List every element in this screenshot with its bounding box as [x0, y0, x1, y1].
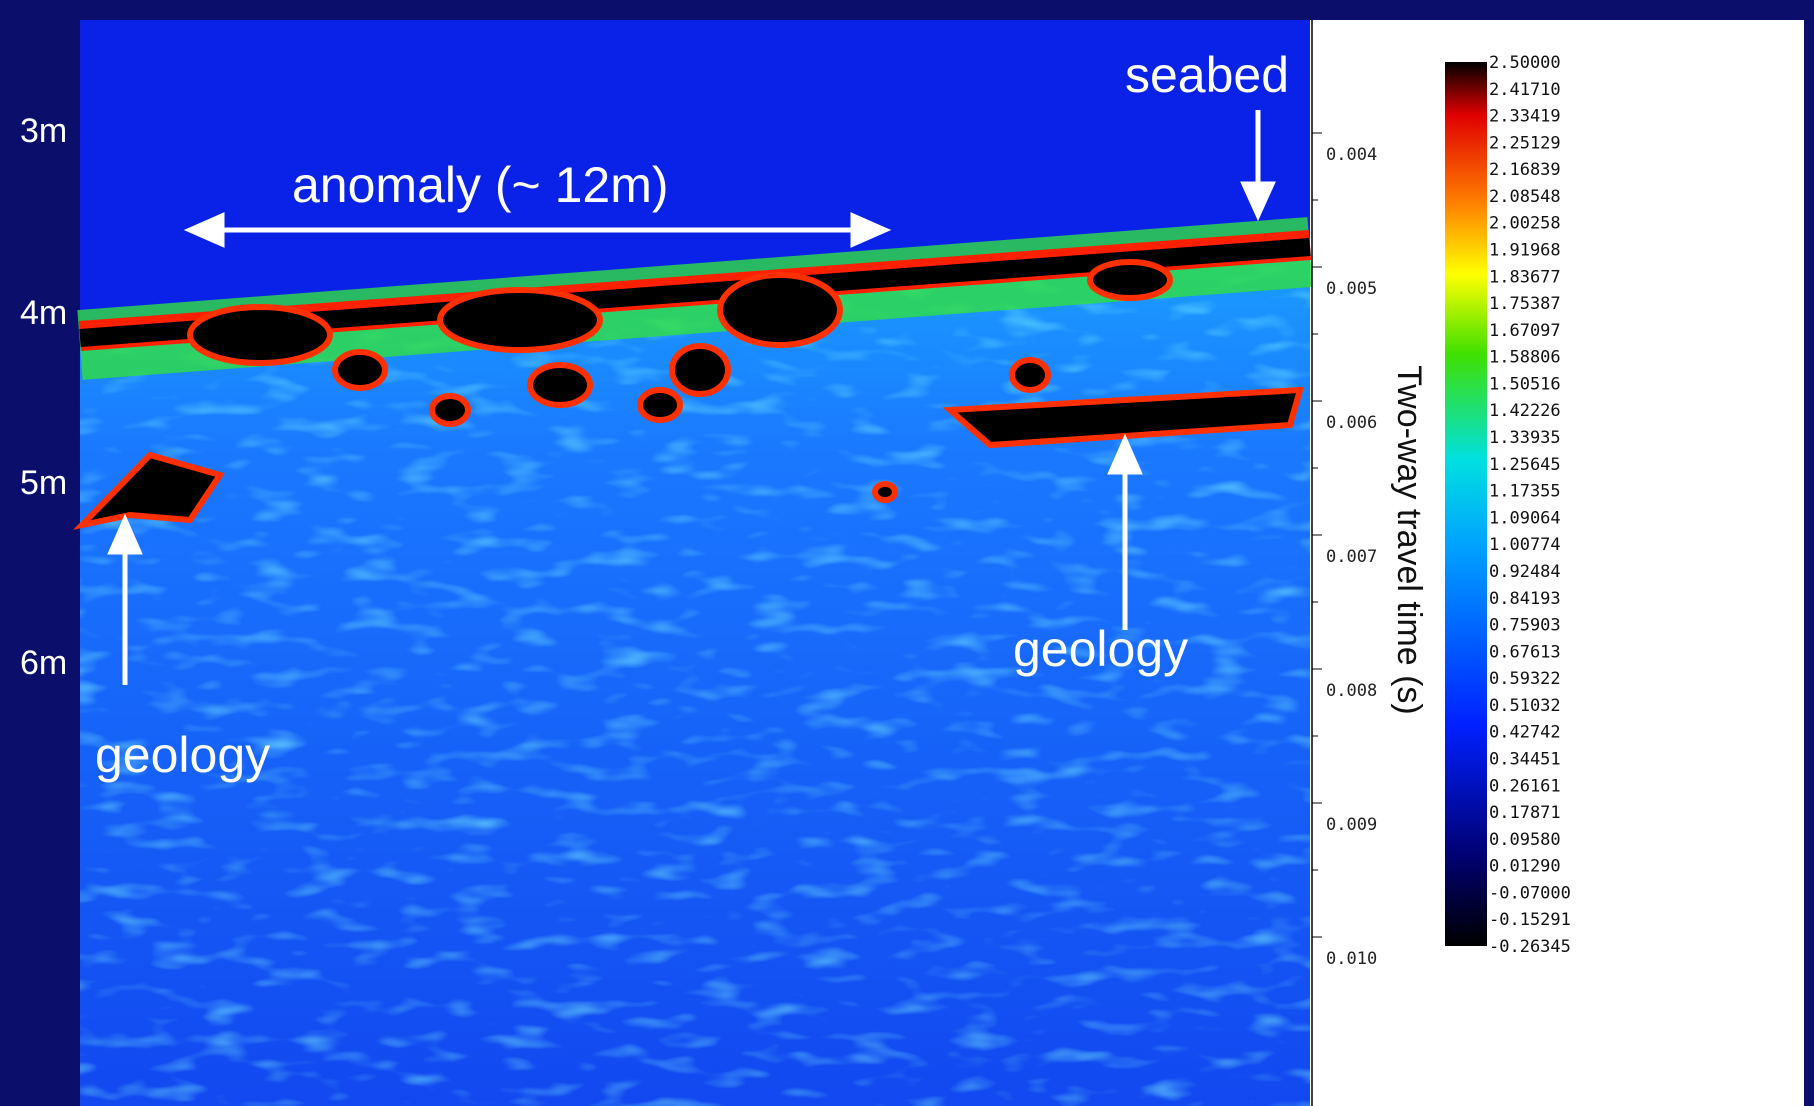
annotation: seabed	[1125, 47, 1289, 103]
colorbar-label: -0.26345	[1489, 937, 1571, 957]
depth-label: 5m	[20, 464, 67, 502]
colorbar-label: -0.07000	[1489, 883, 1571, 903]
colorbar-label: 0.01290	[1489, 857, 1561, 877]
tick-label: 0.007	[1326, 547, 1377, 567]
colorbar-label: 0.34451	[1489, 749, 1561, 769]
colorbar-label: 2.08548	[1489, 187, 1561, 207]
colorbar-label: 0.59322	[1489, 669, 1561, 689]
colorbar-label: 0.84193	[1489, 589, 1561, 609]
tick-label: 0.010	[1326, 949, 1377, 969]
colorbar-label: 1.09064	[1489, 508, 1561, 528]
colorbar-label: 0.42742	[1489, 723, 1561, 743]
colorbar-label: 2.50000	[1489, 53, 1561, 73]
colorbar	[1445, 62, 1487, 946]
colorbar-label: 0.17871	[1489, 803, 1561, 823]
colorbar-label: 0.92484	[1489, 562, 1561, 582]
colorbar-label: 1.42226	[1489, 401, 1561, 421]
depth-label: 6m	[20, 644, 67, 682]
colorbar-label: 0.09580	[1489, 830, 1561, 850]
colorbar-label: 1.25645	[1489, 455, 1561, 475]
axis-title: Two-way travel time (s)	[1390, 365, 1428, 715]
slide: seabed anomaly (~ 12m) geology geology T…	[0, 0, 1814, 1106]
colorbar-label: 1.17355	[1489, 482, 1561, 502]
colorbar-label: 1.58806	[1489, 348, 1561, 368]
colorbar-label: 1.00774	[1489, 535, 1561, 555]
colorbar-label: 1.50516	[1489, 374, 1561, 394]
colorbar-label: 0.26161	[1489, 776, 1561, 796]
colorbar-label: 1.83677	[1489, 267, 1561, 287]
colorbar-label: 1.33935	[1489, 428, 1561, 448]
colorbar-label: 0.75903	[1489, 616, 1561, 636]
colorbar-label: 1.75387	[1489, 294, 1561, 314]
annotation: geology	[95, 727, 270, 783]
depth-label: 3m	[20, 112, 67, 150]
colorbar-label: 1.67097	[1489, 321, 1561, 341]
colorbar-label: 2.16839	[1489, 160, 1561, 180]
tick-label: 0.004	[1326, 145, 1377, 165]
colorbar-label: -0.15291	[1489, 910, 1571, 930]
depth-label: 4m	[20, 294, 67, 332]
annotation: geology	[1013, 621, 1188, 677]
tick-label: 0.006	[1326, 413, 1377, 433]
colorbar-label: 2.25129	[1489, 133, 1561, 153]
colorbar-label: 0.51032	[1489, 696, 1561, 716]
colorbar-label: 0.67613	[1489, 642, 1561, 662]
colorbar-label: 2.33419	[1489, 107, 1561, 127]
colorbar-label: 2.41710	[1489, 80, 1561, 100]
colorbar-label: 1.91968	[1489, 241, 1561, 261]
tick-label: 0.008	[1326, 681, 1377, 701]
tick-label: 0.005	[1326, 279, 1377, 299]
colorbar-label: 2.00258	[1489, 214, 1561, 234]
tick-label: 0.009	[1326, 815, 1377, 835]
annotation: anomaly (~ 12m)	[292, 157, 669, 213]
